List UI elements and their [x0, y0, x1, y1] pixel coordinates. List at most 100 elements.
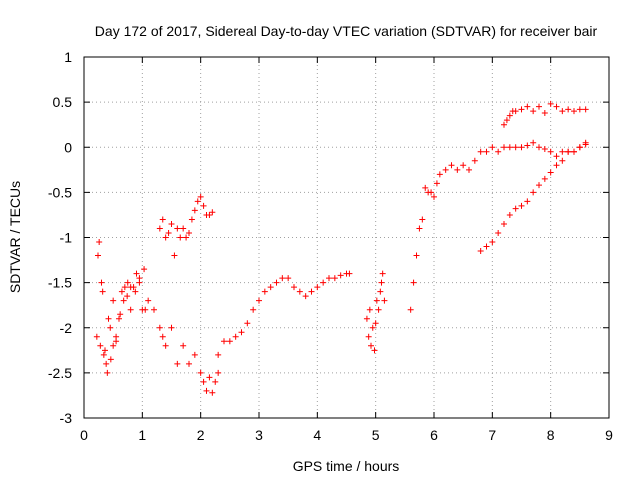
data-point: [188, 216, 195, 223]
data-point: [419, 216, 426, 223]
data-point: [261, 288, 268, 295]
data-point: [448, 162, 455, 169]
series-early-bundle: [93, 239, 146, 367]
data-point: [582, 106, 589, 113]
data-point: [159, 216, 166, 223]
data-point: [536, 144, 542, 151]
axis-ticks: [83, 56, 610, 419]
data-point: [553, 103, 560, 110]
data-point: [177, 234, 184, 241]
series-upper-late: [501, 100, 589, 128]
data-point: [326, 275, 332, 282]
data-point: [93, 333, 100, 340]
series-early-bundle-b: [95, 252, 148, 376]
data-point: [238, 329, 245, 336]
data-point: [197, 369, 204, 376]
data-point: [379, 270, 386, 277]
x-tick-label: 6: [430, 427, 438, 443]
data-point: [559, 108, 566, 115]
x-tick-labels: 0 1 2 3 4 5 6 7 8 9: [80, 427, 613, 443]
data-point: [100, 351, 107, 358]
x-tick-label: 9: [605, 427, 613, 443]
data-point: [200, 378, 207, 385]
data-point: [165, 229, 172, 236]
y-tick-label: -1: [60, 230, 73, 246]
data-point: [489, 239, 496, 246]
data-point: [302, 293, 309, 300]
data-point: [524, 142, 531, 149]
data-point: [506, 211, 513, 218]
data-point: [232, 333, 239, 340]
data-point: [296, 288, 303, 295]
data-point: [162, 234, 169, 241]
data-point: [565, 106, 572, 113]
series-late-rise: [407, 139, 589, 313]
data-point: [477, 148, 484, 155]
data-point: [285, 275, 292, 282]
data-point: [102, 347, 108, 354]
x-tick-label: 4: [313, 427, 321, 443]
data-point: [512, 205, 519, 212]
data-point: [142, 306, 149, 313]
data-point: [168, 324, 175, 331]
data-point: [212, 378, 219, 385]
data-point: [171, 252, 178, 259]
data-point: [145, 297, 152, 304]
data-point: [174, 360, 181, 367]
data-point: [530, 108, 537, 115]
data-point: [576, 144, 583, 151]
data-point: [369, 324, 376, 331]
data-point: [454, 166, 461, 173]
data-point: [209, 389, 216, 396]
data-point: [483, 243, 490, 250]
y-tick-label: 1: [64, 49, 72, 65]
data-point: [495, 148, 502, 155]
data-point: [506, 112, 513, 119]
x-axis-title: GPS time / hours: [293, 458, 400, 474]
data-point: [410, 279, 417, 286]
data-point: [331, 275, 338, 282]
data-point: [378, 279, 385, 286]
data-point: [273, 279, 280, 286]
data-point: [571, 108, 577, 115]
data-point: [110, 297, 117, 304]
data-point: [226, 338, 233, 345]
series-mid-cluster: [363, 270, 388, 354]
y-tick-label: -2.5: [48, 365, 72, 381]
series-main-ascent: [215, 270, 353, 358]
data-point: [547, 169, 554, 176]
data-point: [371, 347, 378, 354]
data-point: [433, 180, 440, 187]
data-point: [547, 148, 554, 155]
data-point: [553, 162, 560, 169]
data-point: [314, 284, 321, 291]
data-point: [375, 306, 382, 313]
data-point: [541, 175, 548, 182]
x-tick-label: 3: [255, 427, 263, 443]
data-point: [308, 288, 315, 295]
data-point: [104, 369, 111, 376]
series-main-descent: [142, 297, 222, 396]
data-point: [407, 306, 414, 313]
y-tick-label: -1.5: [48, 275, 72, 291]
data-point: [267, 284, 274, 291]
data-point: [363, 315, 370, 322]
data-point: [168, 220, 175, 227]
data-point: [180, 225, 187, 232]
data-point: [366, 306, 373, 313]
data-point: [536, 182, 542, 189]
data-point: [221, 338, 227, 345]
grid: [84, 57, 609, 418]
data-point: [132, 288, 139, 295]
data-point: [536, 103, 542, 110]
data-point: [120, 297, 127, 304]
data-point: [483, 148, 490, 155]
data-point: [553, 153, 560, 160]
data-point: [442, 166, 449, 173]
data-point: [98, 279, 105, 286]
data-point: [559, 148, 566, 155]
data-point: [180, 342, 187, 349]
x-tick-label: 1: [138, 427, 146, 443]
data-point: [159, 333, 166, 340]
data-point: [191, 207, 198, 214]
